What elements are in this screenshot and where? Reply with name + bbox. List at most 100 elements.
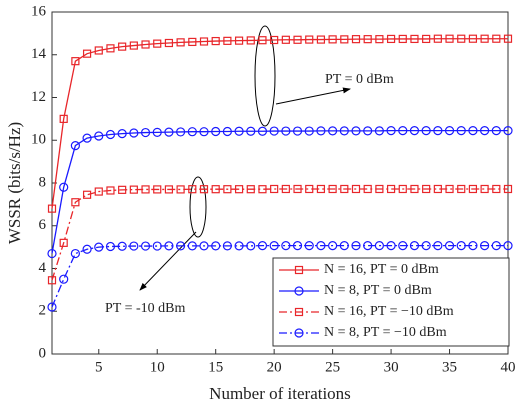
marker: [316, 126, 326, 136]
marker: [176, 127, 186, 137]
marker: [129, 128, 139, 138]
marker: [294, 286, 304, 296]
series-line: [51, 188, 508, 281]
marker: [398, 34, 407, 44]
legend-label: N = 8, PT = 0 dBm: [324, 283, 432, 298]
marker: [363, 184, 372, 194]
marker: [246, 185, 255, 194]
marker: [234, 126, 244, 136]
x-tick-label: 40: [501, 359, 516, 375]
x-tick-label: 20: [267, 359, 282, 375]
marker: [211, 241, 221, 251]
arrow: [275, 87, 351, 105]
marker: [304, 126, 314, 136]
marker: [270, 184, 279, 194]
marker: [117, 129, 127, 139]
marker: [129, 185, 138, 194]
marker: [316, 184, 326, 194]
marker: [140, 241, 151, 251]
marker: [234, 36, 244, 45]
x-tick-label: 10: [150, 359, 165, 375]
marker: [457, 184, 466, 194]
marker: [269, 126, 279, 136]
y-tick-label: 8: [39, 174, 47, 190]
ellipse: [254, 25, 276, 127]
marker: [503, 126, 513, 136]
marker: [363, 126, 373, 136]
marker: [480, 184, 489, 194]
marker: [176, 38, 185, 47]
marker: [223, 185, 232, 194]
marker: [211, 126, 221, 137]
marker: [164, 185, 174, 194]
marker: [94, 242, 104, 252]
marker: [351, 35, 361, 44]
marker: [258, 36, 267, 45]
marker: [316, 241, 326, 251]
marker: [445, 184, 454, 194]
annotation: PT = -10 dBm: [105, 301, 185, 316]
marker: [82, 244, 92, 254]
marker: [492, 34, 501, 43]
marker: [47, 302, 57, 312]
marker: [339, 126, 349, 136]
legend: [272, 257, 510, 347]
marker: [176, 185, 185, 194]
marker: [199, 37, 209, 46]
arrow: [139, 231, 197, 291]
marker: [433, 184, 442, 194]
marker: [258, 185, 267, 194]
marker: [222, 126, 232, 137]
marker: [47, 276, 57, 285]
marker: [82, 49, 92, 58]
marker: [211, 36, 220, 46]
marker: [410, 184, 419, 194]
marker: [94, 131, 104, 141]
y-tick-label: 16: [31, 3, 47, 19]
marker: [340, 184, 349, 194]
marker: [328, 35, 337, 44]
marker: [153, 39, 162, 48]
marker: [480, 34, 489, 43]
legend-label: N = 8, PT = −10 dBm: [324, 325, 447, 340]
ellipse: [189, 176, 207, 238]
marker: [292, 126, 303, 136]
marker: [152, 127, 162, 137]
marker: [386, 126, 396, 136]
marker: [164, 127, 174, 137]
marker: [281, 184, 290, 194]
y-tick-label: 6: [39, 217, 47, 233]
legend-items: N = 16, PT = 0 dBm N = 8, PT = 0 dBm N = 1…: [279, 262, 454, 340]
marker: [246, 126, 256, 136]
marker: [340, 35, 349, 44]
marker: [398, 184, 407, 194]
marker: [270, 35, 279, 45]
marker: [351, 184, 361, 194]
marker: [480, 241, 490, 251]
marker: [468, 184, 478, 194]
marker: [59, 274, 69, 284]
marker: [129, 241, 139, 251]
marker: [468, 241, 478, 251]
marker: [328, 241, 338, 251]
marker: [398, 241, 408, 251]
marker: [129, 41, 138, 50]
marker: [491, 241, 501, 251]
marker: [444, 126, 455, 136]
marker: [456, 241, 466, 251]
marker: [444, 241, 455, 251]
marker: [211, 185, 220, 194]
marker: [503, 241, 513, 251]
marker: [386, 34, 396, 44]
marker: [304, 241, 314, 251]
marker: [492, 184, 501, 194]
marker: [409, 241, 420, 251]
marker: [82, 190, 92, 199]
marker: [47, 204, 57, 213]
marker: [59, 238, 68, 247]
marker: [294, 328, 304, 338]
marker: [305, 35, 314, 44]
marker: [410, 34, 419, 44]
y-tick-label: 12: [31, 89, 46, 105]
series-line: [51, 129, 508, 254]
